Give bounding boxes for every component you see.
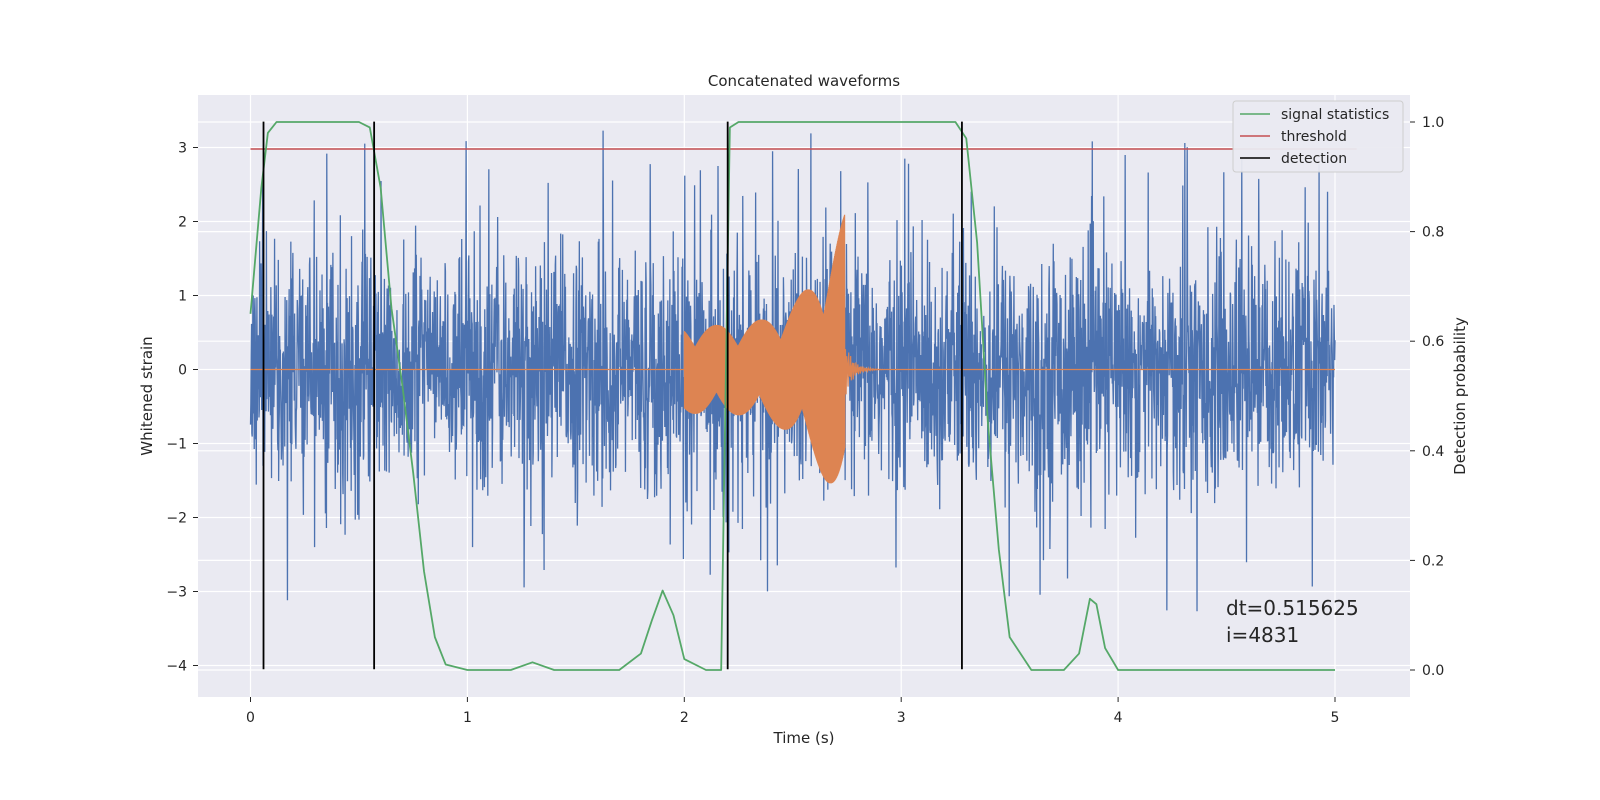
y-right-tick-label: 0.2 — [1422, 553, 1444, 569]
legend-label-signal-statistics: signal statistics — [1281, 107, 1389, 123]
legend-label-threshold: threshold — [1281, 129, 1347, 145]
y-right-tick-label: 0.4 — [1422, 444, 1444, 460]
y-tick-label: −1 — [166, 437, 187, 453]
y-axis-label: Whitened strain — [138, 336, 156, 455]
data-layer — [249, 121, 1357, 671]
x-tick-label: 0 — [246, 710, 255, 726]
y-right-axis-label: Detection probability — [1451, 317, 1469, 475]
axes: 0 1 2 3 4 5 −4 −3 −2 −1 0 1 2 3 0.0 0.2 0.4 0.6 0.8 1.0 — [166, 115, 1444, 726]
annotation-line-1: dt=0.515625 — [1226, 596, 1359, 620]
annotation-line-2: i=4831 — [1226, 623, 1299, 647]
x-tick-label: 4 — [1114, 710, 1123, 726]
x-tick-label: 1 — [463, 710, 472, 726]
y-right-tick-label: 0.6 — [1422, 334, 1444, 350]
y-right-tick-label: 1.0 — [1422, 115, 1444, 131]
y-tick-label: −3 — [166, 585, 187, 601]
y-tick-label: 0 — [178, 363, 187, 379]
x-axis-label: Time (s) — [773, 729, 835, 747]
x-tick-label: 2 — [680, 710, 689, 726]
legend: signal statistics threshold detection — [1232, 100, 1404, 173]
legend-label-detection: detection — [1281, 151, 1347, 167]
legend-box — [1232, 100, 1404, 173]
waveform-series-line — [250, 214, 1335, 484]
y-tick-label: −2 — [166, 511, 187, 527]
y-right-tick-label: 0.8 — [1422, 225, 1444, 241]
y-tick-label: 3 — [178, 141, 187, 157]
y-tick-label: 1 — [178, 289, 187, 305]
y-tick-label: 2 — [178, 215, 187, 231]
y-tick-label: −4 — [166, 659, 187, 675]
annotation-text: dt=0.515625 i=4831 — [1226, 596, 1365, 647]
x-tick-label: 5 — [1331, 710, 1340, 726]
x-tick-label: 3 — [897, 710, 906, 726]
chart-title: Concatenated waveforms — [708, 72, 900, 90]
y-right-tick-label: 0.0 — [1422, 663, 1444, 679]
signal-statistics-line — [249, 121, 1335, 671]
